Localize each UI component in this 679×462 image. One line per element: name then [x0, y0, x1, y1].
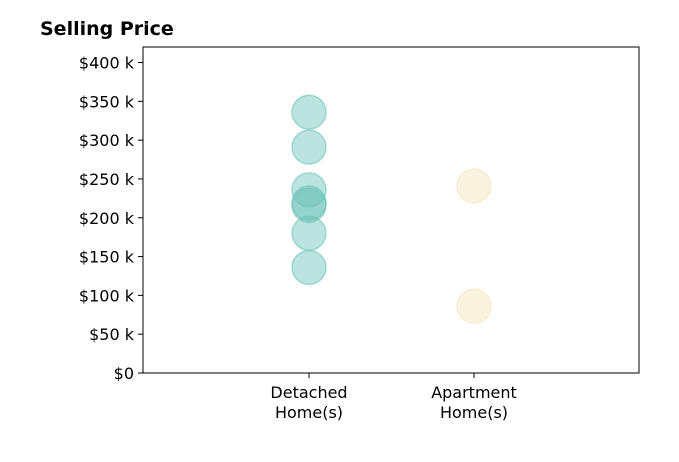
x-tick-label: Detached Home(s) — [270, 383, 347, 422]
data-point — [291, 187, 327, 224]
data-point — [291, 249, 327, 286]
y-tick-label: $0 — [114, 364, 134, 383]
chart-title: Selling Price — [40, 18, 174, 40]
y-tick-label: $100 k — [79, 286, 135, 305]
y-tick-label: $50 k — [89, 325, 135, 344]
x-tick-label: Apartment Home(s) — [431, 383, 517, 422]
x-axis: Detached Home(s) Apartment Home(s) — [270, 373, 517, 422]
data-point — [291, 172, 327, 208]
data-point — [456, 168, 492, 204]
y-axis: $0 $50 k $100 k $150 k $200 k $250 k $300 k $35… — [79, 54, 143, 383]
y-tick-label: $400 k — [79, 54, 135, 73]
y-tick-label: $150 k — [79, 248, 135, 267]
data-point — [456, 288, 492, 324]
y-tick-label: $250 k — [79, 170, 135, 189]
plot-area-frame — [142, 46, 640, 374]
y-tick-label: $350 k — [79, 92, 135, 111]
data-point — [291, 215, 327, 252]
data-point — [291, 129, 327, 165]
data-points — [291, 94, 492, 324]
y-tick-label: $300 k — [79, 131, 135, 150]
y-tick-label: $200 k — [79, 209, 135, 228]
data-point — [291, 94, 327, 130]
